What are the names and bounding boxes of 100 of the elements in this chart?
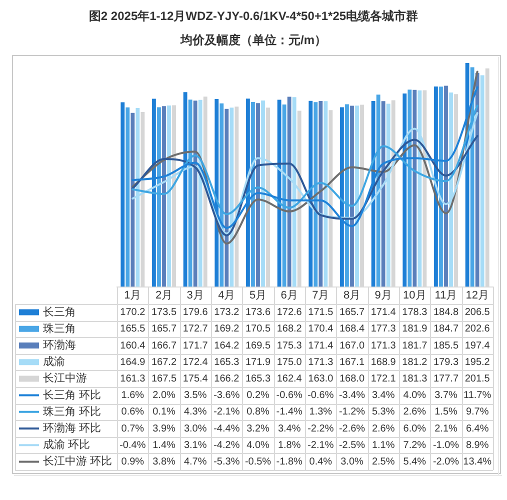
x-tick-label: 8月 xyxy=(343,289,361,302)
data-label: 3.2% xyxy=(246,423,270,434)
legend-label: 长三角 xyxy=(43,305,76,318)
data-label: 168.4 xyxy=(339,324,365,335)
data-label: -5.3% xyxy=(214,456,240,468)
data-label: 175.4 xyxy=(182,373,208,384)
data-label: 6.4% xyxy=(466,423,489,434)
data-label: 167.2 xyxy=(151,356,177,368)
legend-label: 珠三角 环比 xyxy=(43,404,102,418)
data-label: 197.4 xyxy=(464,340,490,352)
data-label: -1.8% xyxy=(276,456,302,468)
legend-label: 珠三角 xyxy=(43,322,76,335)
data-label: 0.4% xyxy=(309,456,332,468)
data-label: 167.0 xyxy=(339,340,365,352)
bar xyxy=(475,72,480,287)
data-label: 2.0% xyxy=(152,390,176,402)
chart-title: 图2 2025年1-12月WDZ-YJY-0.6/1KV-4*50+1*25电缆各城市群 xyxy=(88,9,420,24)
data-label: 7.2% xyxy=(403,440,426,451)
bar xyxy=(224,108,229,287)
data-label: 177.7 xyxy=(433,373,459,384)
data-label: -2.6% xyxy=(338,423,366,434)
x-tick-label: 2月 xyxy=(155,289,173,302)
data-label: -1.2% xyxy=(338,406,366,418)
bar xyxy=(162,106,166,287)
x-tick-label: 9月 xyxy=(374,289,392,302)
data-label: 169.2 xyxy=(214,324,240,335)
data-label: 173.5 xyxy=(151,307,177,318)
data-label: 1.6% xyxy=(121,390,144,402)
data-label: 185.5 xyxy=(433,340,459,352)
x-tick-label: 5月 xyxy=(249,289,267,302)
data-label: 3.9% xyxy=(152,423,176,434)
data-label: 2.1% xyxy=(434,423,458,434)
data-label: 167.5 xyxy=(151,373,177,384)
x-tick-label: 10月 xyxy=(403,289,426,302)
data-label: 162.4 xyxy=(276,373,302,384)
data-label: 164.9 xyxy=(120,356,146,368)
data-label: -2.1% xyxy=(214,406,240,418)
data-label: 0.2% xyxy=(246,390,270,402)
legend-label: 长江中游 环比 xyxy=(43,454,112,468)
data-label: 4.7% xyxy=(184,456,207,468)
data-label: 166.7 xyxy=(151,340,177,352)
data-label: 170.2 xyxy=(120,307,146,318)
data-label: 5.3% xyxy=(372,406,395,418)
data-label: 161.3 xyxy=(120,373,146,384)
data-label: 165.3 xyxy=(245,373,271,384)
data-label: 165.5 xyxy=(120,324,146,335)
data-label: 171.3 xyxy=(370,340,396,352)
legend-label: 长三角 环比 xyxy=(43,388,102,402)
data-label: 172.1 xyxy=(370,373,396,384)
data-label: 166.2 xyxy=(214,373,240,384)
data-label: 171.4 xyxy=(370,307,396,318)
data-label: 168.9 xyxy=(370,356,396,368)
data-label: 171.9 xyxy=(245,356,271,368)
bar xyxy=(256,103,260,287)
bar xyxy=(350,106,354,287)
bar xyxy=(412,90,417,287)
chart-subtitle: 均价及幅度（单位：元/m） xyxy=(179,33,328,48)
data-label: 202.6 xyxy=(464,324,490,335)
data-label: 171.4 xyxy=(308,340,334,352)
data-label: 3.0% xyxy=(340,456,364,468)
x-tick-label: 4月 xyxy=(218,289,236,302)
data-label: 206.5 xyxy=(464,307,490,318)
data-label: 171.5 xyxy=(308,307,334,318)
bar xyxy=(381,101,386,287)
data-label: 1.1% xyxy=(372,440,395,451)
data-label: 1.5% xyxy=(434,406,458,418)
legend-label: 环渤海 xyxy=(43,338,76,352)
x-tick-label: 12月 xyxy=(466,289,489,302)
data-label: -2.5% xyxy=(338,440,366,451)
data-label: 172.4 xyxy=(182,356,208,368)
data-label: 173.2 xyxy=(214,307,240,318)
legend-label: 长江中游 xyxy=(43,372,87,385)
data-label: 165.7 xyxy=(339,307,365,318)
bar xyxy=(318,101,323,287)
data-label: 0.6% xyxy=(121,406,144,418)
data-label: -3.4% xyxy=(338,390,366,402)
data-label: 165.3 xyxy=(214,356,240,368)
data-label: 3.8% xyxy=(152,456,176,468)
data-label: 201.5 xyxy=(464,373,490,384)
data-label: 165.7 xyxy=(151,324,177,335)
data-label: 175.0 xyxy=(276,356,302,368)
data-label: -2.1% xyxy=(308,440,334,451)
data-label: 1.3% xyxy=(309,406,332,418)
data-label: -4.4% xyxy=(214,423,240,434)
x-tick-label: 7月 xyxy=(312,289,330,302)
data-label: 163.0 xyxy=(308,373,334,384)
legend-label: 成渝 环比 xyxy=(43,438,90,452)
data-label: 4.3% xyxy=(184,406,207,418)
data-label: 3.4% xyxy=(372,390,395,402)
data-label: -0.5% xyxy=(244,456,272,468)
data-label: 0.8% xyxy=(246,406,270,418)
data-label: 2.5% xyxy=(372,456,395,468)
data-label: 3.4% xyxy=(278,423,301,434)
data-label: 13.4% xyxy=(463,456,492,468)
data-label: 0.1% xyxy=(152,406,176,418)
legend-label: 环渤海 环比 xyxy=(43,422,102,435)
data-label: 181.9 xyxy=(402,324,428,335)
data-label: 2.6% xyxy=(372,423,395,434)
data-label: -0.4% xyxy=(120,440,146,451)
data-label: 181.7 xyxy=(402,340,428,352)
